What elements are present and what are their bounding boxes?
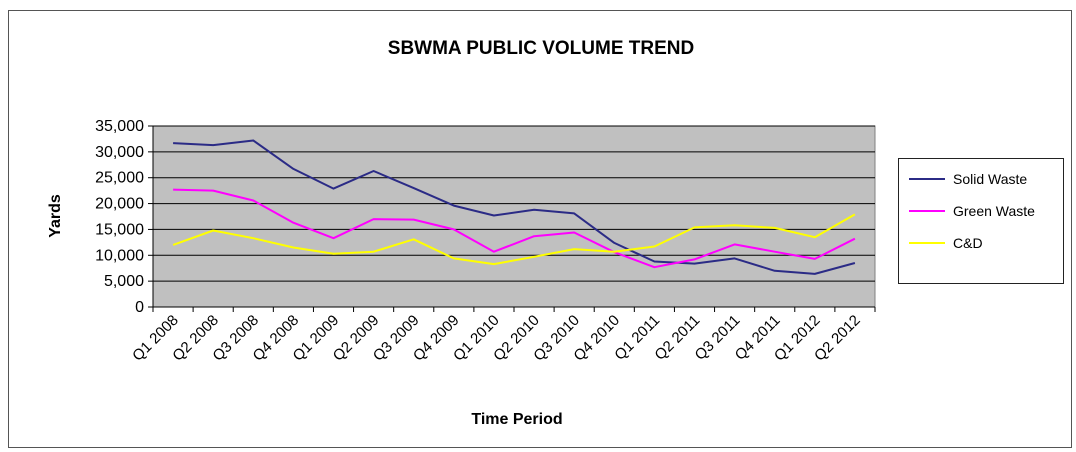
y-tick-label: 35,000	[95, 118, 144, 135]
x-axis-label: Time Period	[471, 411, 562, 428]
legend: Solid Waste Green Waste C&D	[898, 158, 1064, 284]
y-axis-label: Yards	[47, 194, 64, 238]
chart-title: SBWMA PUBLIC VOLUME TREND	[388, 38, 694, 59]
y-tick-label: 20,000	[95, 196, 144, 213]
legend-swatch-solid-waste	[909, 178, 945, 180]
y-tick-label: 5,000	[104, 273, 144, 290]
legend-label-cd: C&D	[953, 235, 983, 251]
legend-label-green-waste: Green Waste	[953, 203, 1035, 219]
legend-item-green-waste: Green Waste	[909, 201, 1035, 221]
legend-label-solid-waste: Solid Waste	[953, 171, 1028, 187]
series-line-green-waste	[173, 188, 856, 269]
gridlines	[153, 125, 875, 282]
legend-swatch-green-waste	[909, 210, 945, 212]
legend-item-cd: C&D	[909, 233, 983, 253]
y-tick-label: 10,000	[95, 247, 144, 264]
y-tick-label: 30,000	[95, 144, 144, 161]
plot-area	[152, 125, 876, 308]
y-tick-label: 0	[135, 299, 144, 316]
series-line-solid-waste	[173, 139, 856, 275]
y-tick-label: 25,000	[95, 170, 144, 187]
legend-swatch-cd	[909, 242, 945, 244]
y-tick-labels: 0 5,000 10,000 15,000 20,000 25,000 30,000 35,0…	[95, 118, 144, 316]
series-line-c-d	[172, 213, 856, 266]
series-lines	[172, 139, 856, 275]
y-tick-label: 15,000	[95, 221, 144, 238]
legend-item-solid-waste: Solid Waste	[909, 169, 1027, 189]
axes	[148, 125, 876, 312]
